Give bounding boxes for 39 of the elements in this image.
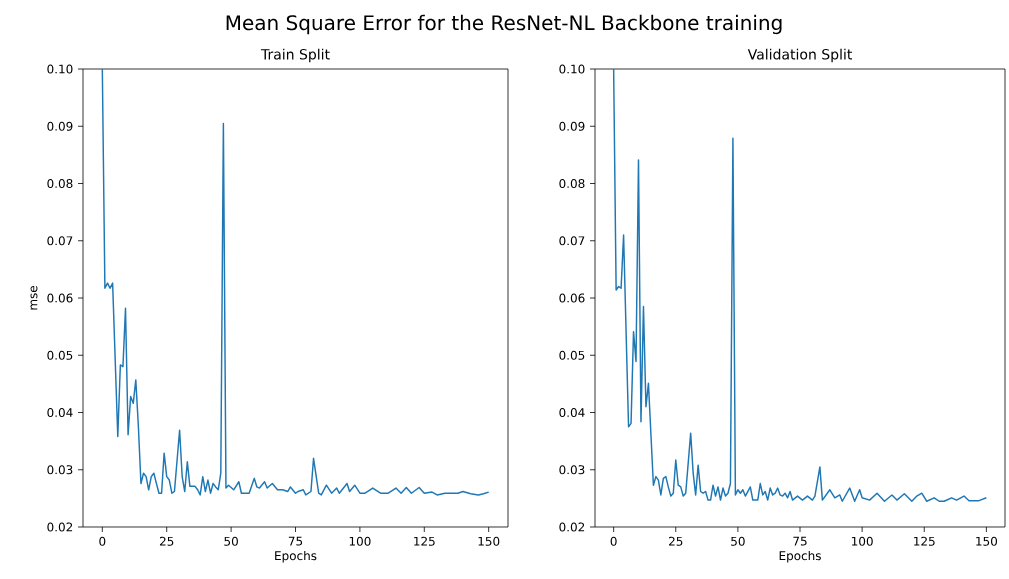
x-tick-label: 100	[349, 536, 371, 546]
x-tick-label: 75	[288, 536, 303, 546]
x-tick-label: 0	[99, 536, 106, 546]
x-axis-title: Epochs	[275, 550, 317, 563]
y-tick-label: 0.05	[559, 350, 585, 360]
y-tick-label: 0.04	[47, 407, 73, 418]
x-tick-label: 25	[669, 536, 683, 546]
chart-subtitle: Validation Split	[747, 48, 853, 63]
x-tick-label: 125	[914, 536, 935, 546]
y-tick-label: 0.04	[559, 407, 585, 418]
y-tick-label: 0.06	[559, 293, 585, 303]
y-tick-label: 0.10	[559, 64, 585, 74]
y-tick-label: 0.07	[559, 236, 585, 246]
x-axis-title: Epochs	[779, 550, 821, 563]
y-tick-label: 0.09	[47, 121, 73, 131]
y-tick-label: 0.09	[559, 121, 585, 131]
chart-subtitle: Train Split	[260, 48, 330, 63]
y-tick-label: 0.03	[47, 465, 73, 475]
x-tick-label: 150	[976, 536, 998, 546]
line-series	[612, 69, 988, 502]
y-tick-label: 0.08	[47, 178, 73, 189]
x-tick-label: 75	[793, 536, 807, 546]
x-tick-label: 125	[414, 536, 435, 546]
x-tick-label: 50	[731, 536, 745, 546]
x-tick-label: 25	[159, 536, 174, 546]
y-tick-label: 0.02	[559, 522, 585, 532]
x-tick-label: 150	[478, 536, 500, 546]
y-tick-label: 0.05	[47, 350, 73, 360]
chart-title: Mean Square Error for the ResNet-NL Backbone training	[226, 14, 782, 35]
y-tick-label: 0.02	[47, 522, 73, 532]
y-tick-label: 0.10	[47, 64, 73, 74]
y-tick-label: 0.08	[559, 178, 585, 189]
y-axis-title: mse	[30, 285, 38, 310]
y-tick-label: 0.03	[559, 465, 585, 475]
x-tick-label: 100	[852, 536, 873, 546]
y-tick-label: 0.07	[47, 236, 73, 246]
x-tick-label: 50	[224, 536, 238, 546]
y-tick-label: 0.06	[47, 293, 73, 303]
x-tick-label: 0	[610, 536, 617, 546]
